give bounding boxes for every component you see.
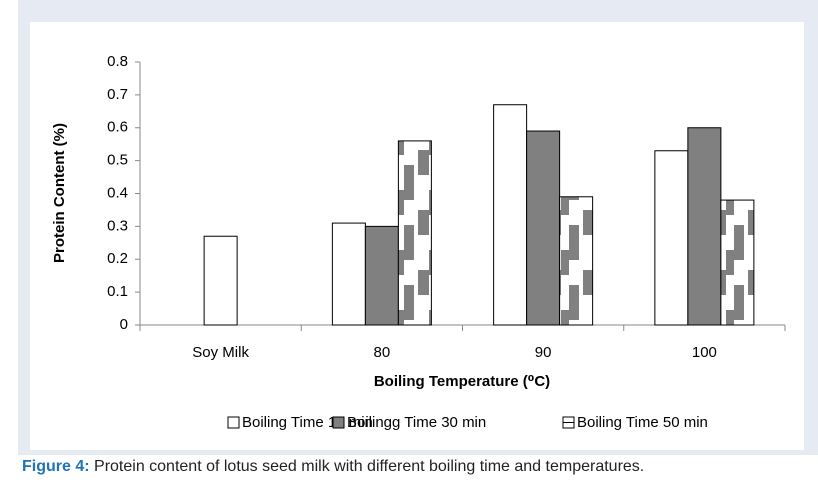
x-tick-label: 80 <box>374 344 391 361</box>
legend-swatch <box>227 416 240 429</box>
y-tick-label: 0.8 <box>107 53 128 70</box>
legend-swatch <box>332 416 345 429</box>
y-tick-label: 0.5 <box>107 152 128 169</box>
legend-label: Boiling Time 50 min <box>577 414 708 431</box>
bar <box>331 222 366 326</box>
y-tick-label: 0.2 <box>107 250 128 267</box>
y-tick-label: 0.4 <box>107 184 128 201</box>
y-tick-label: 0 <box>120 316 128 333</box>
bar <box>364 225 399 326</box>
bar <box>526 130 561 326</box>
bar <box>720 199 755 326</box>
y-axis-title: Protein Content (%) <box>51 123 68 263</box>
x-axis-title: Boiling Temperature (⁰C) <box>374 373 550 390</box>
y-tick-label: 0.1 <box>107 283 128 300</box>
bar <box>654 150 689 326</box>
y-tick-label: 0.6 <box>107 119 128 136</box>
caption: Figure 4: Protein content of lotus seed … <box>22 458 644 476</box>
bar <box>559 196 594 326</box>
bar <box>687 127 722 326</box>
bar <box>397 140 432 326</box>
y-tick-label: 0.3 <box>107 217 128 234</box>
chart: Protein Content (%) Boiling Temperature … <box>30 22 804 450</box>
x-tick-label: Soy Milk <box>192 344 249 361</box>
legend-label: Boilingg Time 30 min <box>347 414 486 431</box>
x-tick-label: 90 <box>535 344 552 361</box>
x-tick-label: 100 <box>692 344 717 361</box>
y-tick-label: 0.7 <box>107 86 128 103</box>
caption-text: Protein content of lotus seed milk with … <box>94 458 645 475</box>
bar <box>203 235 238 326</box>
caption-label: Figure 4: <box>22 458 90 475</box>
bar <box>493 104 528 326</box>
